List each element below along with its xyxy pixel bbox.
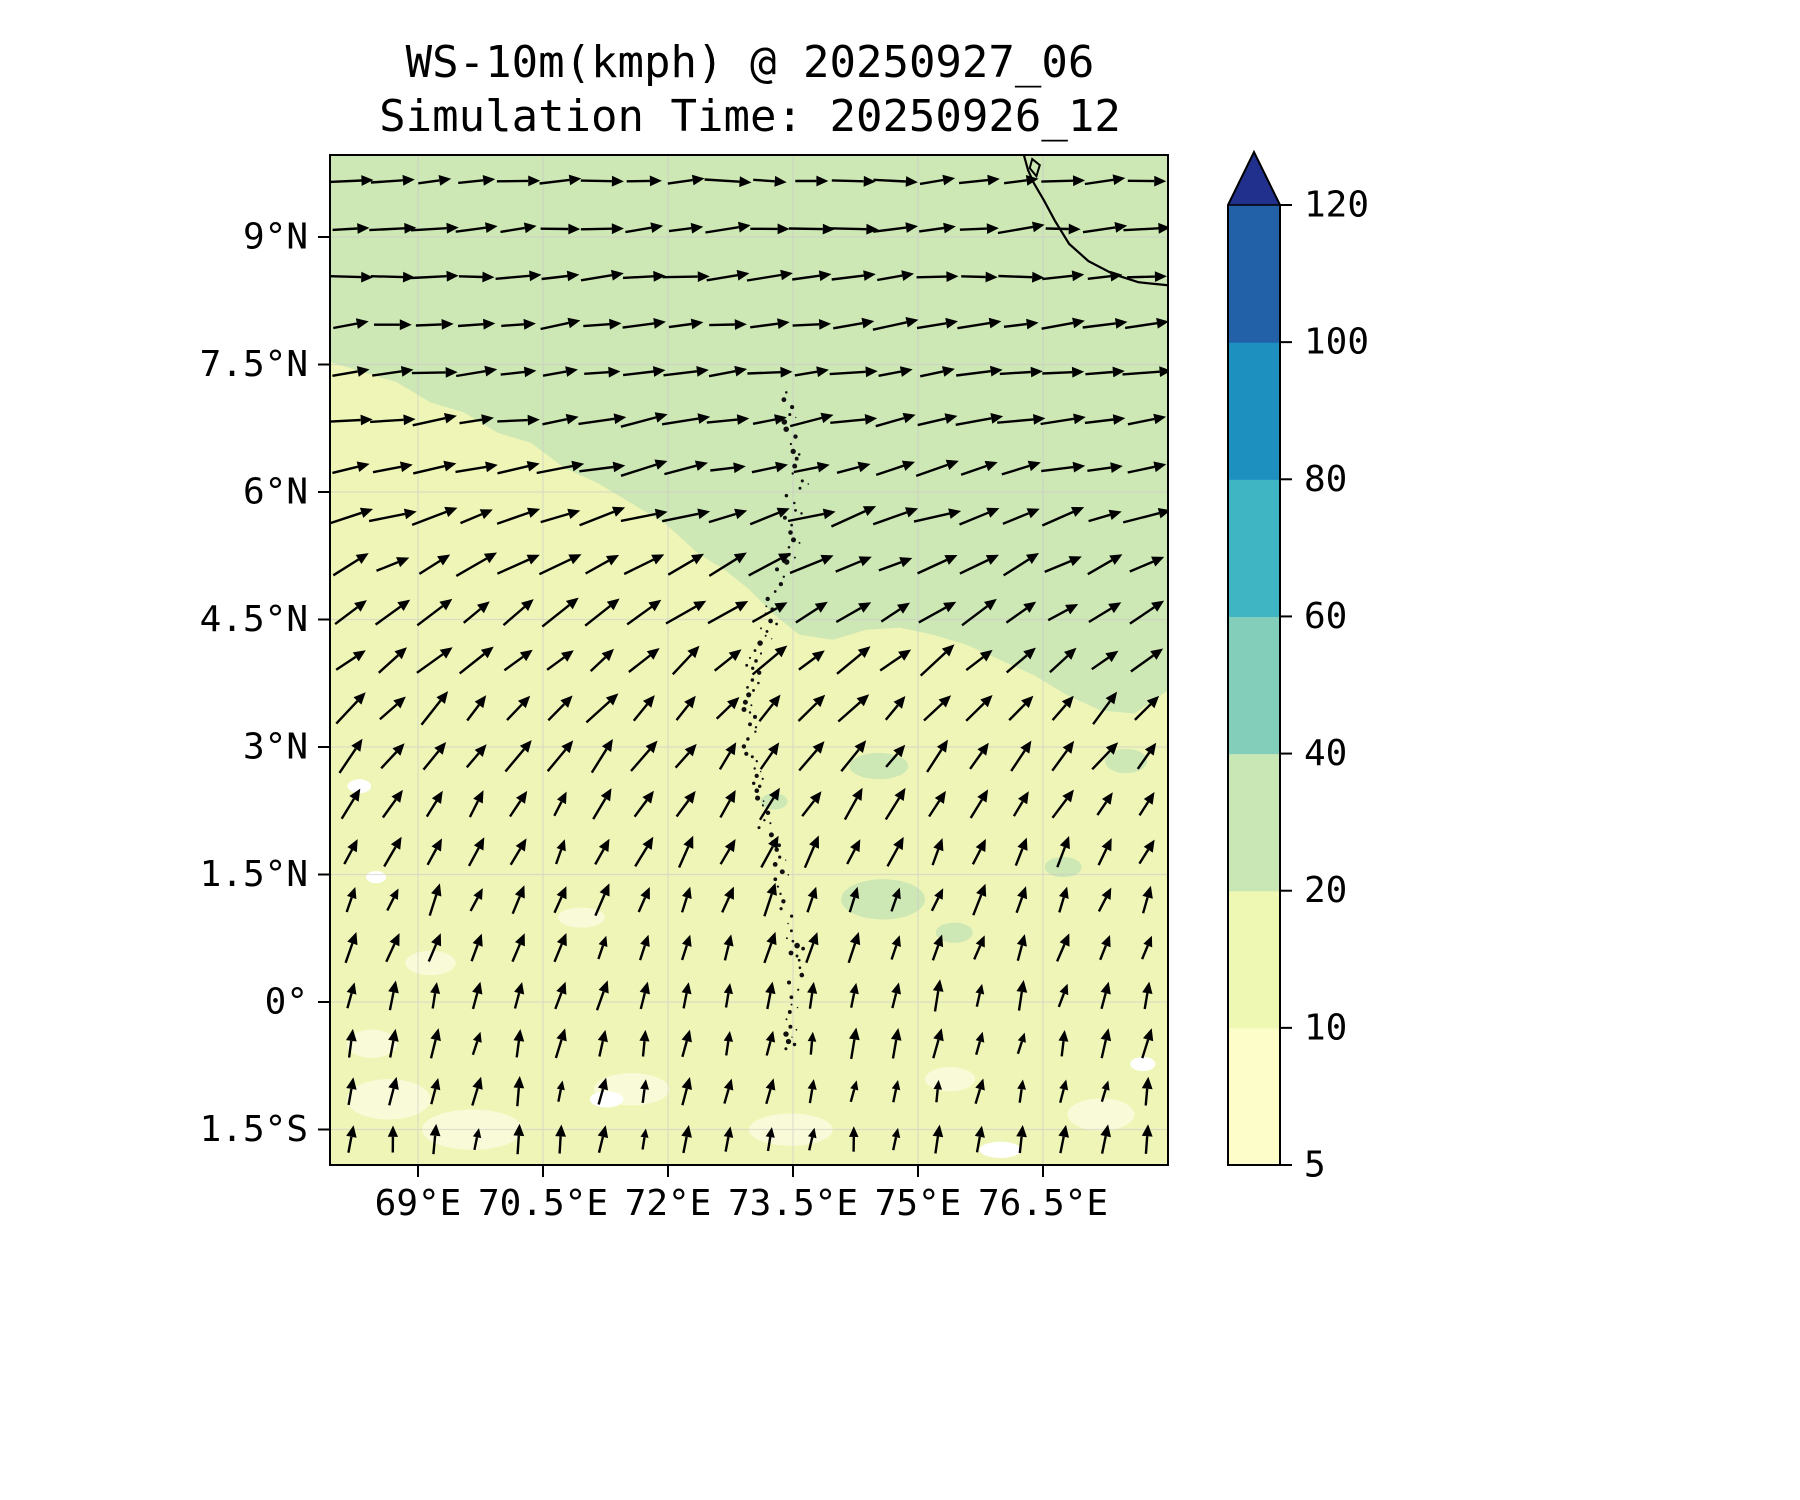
axes: 9°N 7.5°N 6°N 4.5°N 3°N 1.5°N 0° 1.5°S 69°E 70.5°… (200, 217, 1108, 1225)
grid-lines (330, 155, 1168, 1165)
plot-frame (329, 154, 1169, 1166)
colorbar-tick-label: 20 (1304, 870, 1347, 911)
colorbar-tick-label: 40 (1304, 733, 1347, 774)
colorbar-extend-arrow (1228, 152, 1280, 205)
y-tick-label: 6°N (243, 472, 308, 513)
x-tick-label: 72°E (625, 1183, 712, 1224)
colorbar-tick-label: 120 (1304, 185, 1369, 226)
x-tick-label: 75°E (875, 1183, 962, 1224)
x-tick-label: 69°E (375, 1183, 462, 1224)
y-tick-label: 4.5°N (200, 599, 308, 640)
y-tick-label: 3°N (243, 727, 308, 768)
colorbar-tick-label: 5 (1304, 1145, 1326, 1186)
y-tick-label: 7.5°N (200, 344, 308, 385)
colorbar-tick-label: 60 (1304, 596, 1347, 637)
x-tick-label: 70.5°E (478, 1183, 608, 1224)
field-upper-band (330, 155, 1168, 714)
x-tick-label: 73.5°E (728, 1183, 858, 1224)
map-field (330, 155, 1168, 1165)
wind-arrows (330, 174, 1168, 1155)
chart-title: WS-10m(kmph) @ 20250927_06 (405, 37, 1095, 88)
colorbar-tick-label: 10 (1304, 1007, 1347, 1048)
colorbar-tick-label: 100 (1304, 322, 1369, 363)
y-tick-label: 0° (265, 982, 308, 1023)
islet-outline (1028, 157, 1041, 179)
chart-subtitle: Simulation Time: 20250926_12 (379, 91, 1121, 142)
y-tick-label: 1.5°S (200, 1109, 308, 1150)
x-tick-label: 76.5°E (978, 1183, 1108, 1224)
colorbar-tick-label: 80 (1304, 459, 1347, 500)
colorbar: 5 10 20 40 60 80 100 120 (1227, 149, 1369, 1186)
chart-header: WS-10m(kmph) @ 20250927_06 Simulation Ti… (280, 36, 1220, 144)
y-tick-label: 1.5°N (200, 854, 308, 895)
y-tick-label: 9°N (243, 217, 308, 258)
